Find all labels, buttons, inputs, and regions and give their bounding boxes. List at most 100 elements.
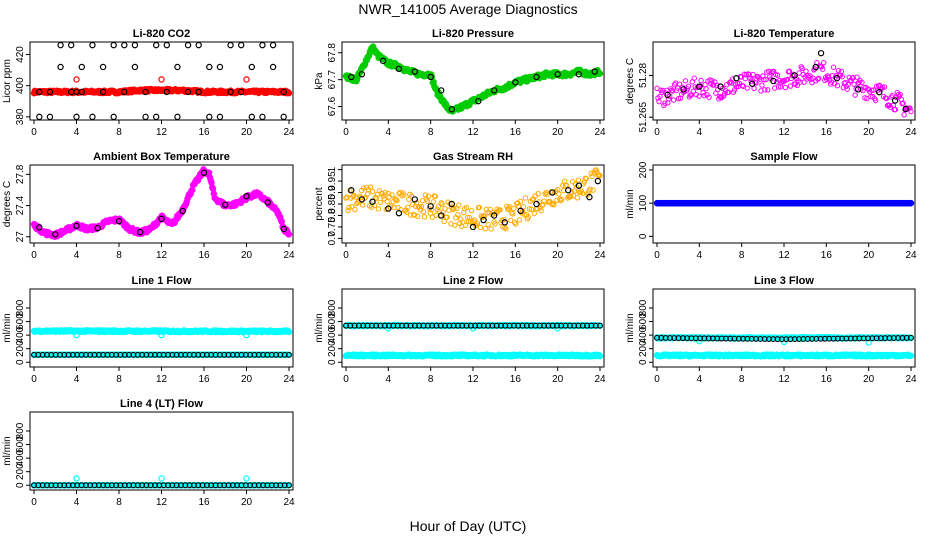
y-axis-label: ml/min — [2, 436, 13, 465]
data-point — [73, 331, 80, 339]
y-tick-label: 200 — [638, 161, 649, 178]
x-tick-label: 0 — [343, 250, 349, 261]
data-point — [462, 222, 469, 229]
data-point — [427, 73, 434, 81]
y-tick-label: 0.75 — [327, 217, 338, 237]
data-point — [490, 87, 498, 94]
data-point — [346, 204, 352, 211]
data-point — [375, 206, 382, 212]
series-1 — [342, 43, 604, 115]
data-point — [770, 77, 777, 85]
data-point — [844, 86, 850, 92]
data-point — [430, 199, 436, 205]
data-point — [492, 221, 498, 227]
y-tick-label: 800 — [638, 299, 649, 316]
data-point — [195, 88, 202, 96]
data-point — [382, 189, 388, 196]
data-point — [509, 210, 515, 216]
data-point — [358, 71, 366, 78]
y-tick-label: 51.28 — [638, 62, 649, 87]
data-point — [401, 192, 407, 198]
y-tick-label: 0 — [15, 359, 26, 365]
data-point — [510, 205, 517, 212]
data-point — [405, 204, 411, 210]
x-tick-label: 0 — [654, 250, 660, 261]
data-point — [725, 89, 732, 95]
x-tick-label: 12 — [156, 250, 168, 261]
y-tick-label: 67.6 — [327, 96, 338, 116]
y-axis-label: Licor ppm — [2, 59, 13, 103]
data-point — [701, 92, 707, 99]
x-tick-label: 20 — [241, 374, 253, 385]
x-tick-label: 24 — [283, 497, 295, 508]
data-point — [876, 88, 883, 96]
x-tick-label: 12 — [778, 374, 790, 385]
data-point — [559, 196, 565, 203]
data-point — [762, 87, 768, 93]
data-point — [549, 189, 556, 196]
y-tick-label: 420 — [15, 46, 26, 63]
data-point — [485, 221, 491, 228]
data-point — [488, 226, 494, 232]
panel-title: Li-820 Temperature — [734, 28, 835, 40]
data-point — [663, 90, 669, 96]
panel-title: Line 1 Flow — [132, 275, 192, 287]
data-point — [907, 199, 915, 207]
x-tick-label: 24 — [905, 374, 917, 385]
data-point — [482, 225, 488, 232]
data-point — [696, 93, 702, 99]
data-point — [803, 68, 809, 74]
x-tick-label: 12 — [778, 250, 790, 261]
y-tick-label: 0 — [15, 482, 26, 488]
y-tick-label: 0 — [638, 233, 649, 239]
x-tick-label: 12 — [467, 374, 479, 385]
data-point — [269, 41, 277, 49]
data-point — [535, 191, 541, 197]
x-tick-label: 8 — [428, 127, 434, 138]
series-2 — [348, 177, 602, 231]
x-tick-label: 20 — [552, 127, 564, 138]
data-point — [816, 75, 822, 81]
data-point — [512, 221, 519, 227]
x-tick-label: 0 — [654, 127, 660, 138]
data-point — [859, 79, 865, 86]
data-point — [497, 207, 503, 213]
data-point — [463, 204, 470, 211]
data-point — [869, 87, 875, 93]
data-point — [693, 91, 699, 98]
data-point — [455, 212, 461, 218]
data-point — [179, 207, 186, 215]
data-point — [759, 82, 765, 88]
data-point — [830, 64, 837, 70]
panel-title: Line 4 (LT) Flow — [120, 398, 203, 410]
y-tick-label: 27.4 — [15, 195, 26, 215]
data-point — [89, 113, 96, 121]
data-point — [828, 79, 835, 85]
data-point — [174, 63, 181, 71]
data-point — [73, 113, 80, 121]
data-point — [52, 231, 59, 238]
x-tick-label: 8 — [739, 127, 745, 138]
data-point — [839, 73, 846, 80]
data-point — [243, 76, 250, 83]
data-point — [685, 83, 692, 90]
data-point — [551, 202, 557, 208]
data-point — [749, 80, 756, 87]
data-point — [448, 106, 456, 113]
x-tick-label: 8 — [739, 374, 745, 385]
x-tick-label: 16 — [821, 374, 833, 385]
data-point — [222, 201, 229, 208]
x-tick-label: 16 — [510, 374, 522, 385]
data-point — [110, 41, 117, 49]
data-point — [404, 209, 410, 215]
data-point — [115, 217, 123, 225]
data-point — [908, 108, 914, 115]
data-point — [522, 195, 529, 201]
data-point — [902, 105, 909, 113]
series-2 — [36, 169, 287, 238]
x-tick-label: 8 — [428, 374, 434, 385]
data-point — [554, 71, 561, 78]
data-point — [596, 352, 604, 360]
